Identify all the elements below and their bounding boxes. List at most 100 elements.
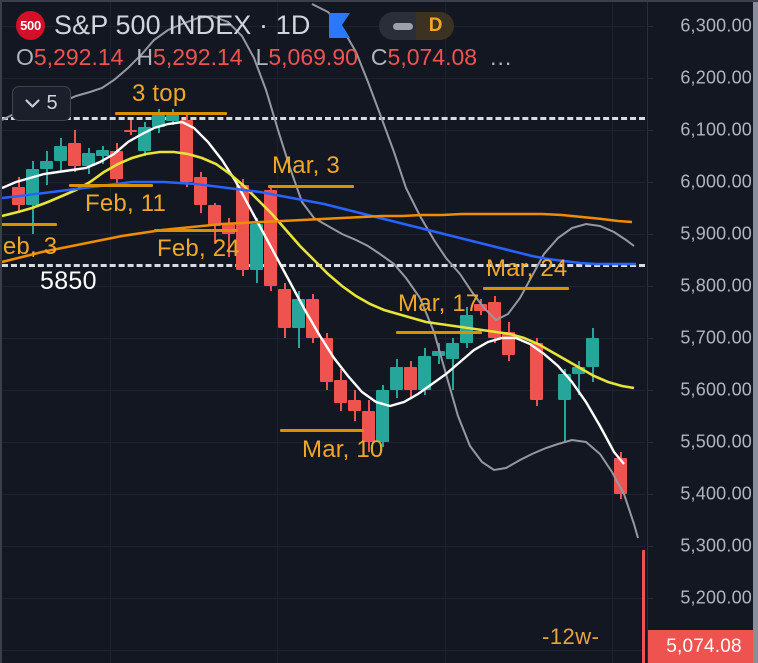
ohlc-high-value: 5,292.14 <box>153 44 243 70</box>
ohlc-low-key: L <box>255 44 269 70</box>
annotation-line[interactable] <box>280 429 364 432</box>
interval-letter: D <box>428 14 443 36</box>
window-edge-gutter <box>753 2 758 663</box>
annotation-label: Mar, 24 <box>486 255 568 282</box>
dashed-level-6112 <box>2 117 645 120</box>
symbol-title[interactable]: S&P 500 INDEX · 1D <box>54 10 311 40</box>
price-tick-label: 5,600.00 <box>680 379 752 400</box>
axis-tickmark <box>647 546 653 547</box>
annotation-line[interactable] <box>115 112 227 115</box>
candle-body <box>236 184 249 271</box>
ohlc-low: L5,069.90 <box>256 44 358 71</box>
annotation-line[interactable] <box>268 185 354 188</box>
candlestick-series <box>2 2 645 663</box>
candle-body <box>208 205 221 227</box>
candle-body <box>474 304 487 311</box>
axis-tickmark <box>647 598 653 599</box>
candle-wick <box>227 218 230 258</box>
candle-body <box>264 189 277 286</box>
chart-legend: 500 S&P 500 INDEX · 1D D O5,292.14 H5,29… <box>2 2 645 71</box>
chart-pane[interactable]: 3 top Feb, 3 Feb, 11 Feb, 24 Mar, 3 Mar, 10 Ma… <box>2 2 645 663</box>
candle-body <box>68 143 81 167</box>
candle-body <box>54 145 67 162</box>
candle-wick <box>563 369 566 442</box>
annotation-line[interactable] <box>483 287 569 290</box>
axis-tickmark <box>647 390 653 391</box>
annotation-line[interactable] <box>154 229 238 232</box>
annotation-label: Mar, 17 <box>398 290 480 317</box>
candle-wick <box>129 119 132 136</box>
chevron-down-icon[interactable] <box>25 99 41 108</box>
annotation-line[interactable] <box>396 331 482 334</box>
candle-body <box>320 338 333 383</box>
candle-body <box>530 343 543 401</box>
interval-toggle-pill[interactable]: D <box>379 11 455 40</box>
price-tick-label: 6,100.00 <box>680 119 752 140</box>
candle-wick <box>451 338 454 390</box>
candle-body <box>418 356 431 390</box>
axis-tickmark <box>647 338 653 339</box>
price-axis[interactable]: 6,300.00 6,200.00 6,100.00 6,000.00 5,900.00… <box>647 2 758 663</box>
axis-tickmark <box>647 494 653 495</box>
current-price-badge[interactable]: 5,074.08 <box>648 630 758 663</box>
toggle-knob-icon[interactable] <box>393 22 414 30</box>
rsi-gray-line <box>2 14 639 539</box>
candle-body <box>348 400 361 411</box>
ohlc-open: O5,292.14 <box>16 44 123 71</box>
bars-back-label: -12w- <box>542 624 600 649</box>
candle-body <box>152 111 165 128</box>
interval-pill-highlight <box>416 11 455 40</box>
candle-body <box>404 366 417 390</box>
ma-yellow-line <box>2 150 635 390</box>
candle-body <box>96 149 109 156</box>
price-tick-label: 5,300.00 <box>680 535 752 556</box>
axis-tickmark <box>647 286 653 287</box>
price-tick-label: 6,300.00 <box>680 15 752 36</box>
annotation-line[interactable] <box>2 223 57 226</box>
candle-body <box>586 338 599 367</box>
price-tick-label: 5,400.00 <box>680 483 752 504</box>
ohlc-more-button[interactable]: ... <box>490 44 513 70</box>
candle-body <box>432 351 445 357</box>
candle-body <box>558 374 571 401</box>
ohlc-close-value: 5,074.08 <box>387 44 478 70</box>
annotation-label: Mar, 10 <box>302 436 384 463</box>
annotation-label: 3 top <box>132 80 187 107</box>
price-tick-label: 5,900.00 <box>680 223 752 244</box>
price-tick-label: 5,800.00 <box>680 275 752 296</box>
annotation-layer: 3 top Feb, 3 Feb, 11 Feb, 24 Mar, 3 Mar, 10 Ma… <box>2 2 645 663</box>
candle-body <box>642 550 645 663</box>
axis-tickmark <box>647 78 653 79</box>
axis-tickmark <box>647 442 653 443</box>
candle-body <box>180 119 193 182</box>
rsi-gray-upper-arc <box>311 3 635 322</box>
symbol-title-row: 500 S&P 500 INDEX · 1D D <box>2 2 645 41</box>
ohlc-high-key: H <box>136 44 154 70</box>
candle-body <box>362 410 375 442</box>
axis-tickmark <box>647 182 653 183</box>
candle-body <box>40 161 53 169</box>
flag-icon[interactable] <box>327 11 352 40</box>
ohlc-close-key: C <box>370 44 388 70</box>
price-tick-label: 5,500.00 <box>680 431 752 452</box>
candle-body <box>250 223 263 271</box>
candle-body <box>278 288 291 328</box>
ohlc-low-value: 5,069.90 <box>268 44 358 70</box>
axis-tickmark <box>647 130 653 131</box>
candle-body <box>124 130 137 132</box>
annotation-label: Feb, 24 <box>157 235 240 262</box>
annotation-label: Feb, 11 <box>85 190 167 217</box>
level-label-5850: 5850 <box>40 267 97 295</box>
candle-wick <box>577 361 580 396</box>
ohlc-high: H5,292.14 <box>136 44 242 71</box>
annotation-label: Mar, 3 <box>272 152 340 179</box>
indicator-chip[interactable]: 5 <box>12 86 71 121</box>
ma-orange-line <box>2 212 633 264</box>
ohlc-open-value: 5,292.14 <box>33 44 124 70</box>
annotation-line[interactable] <box>69 184 153 187</box>
candle-body <box>334 379 347 403</box>
candle-body <box>82 153 95 167</box>
price-tick-label: 6,000.00 <box>680 171 752 192</box>
axis-tickmark <box>647 234 653 235</box>
